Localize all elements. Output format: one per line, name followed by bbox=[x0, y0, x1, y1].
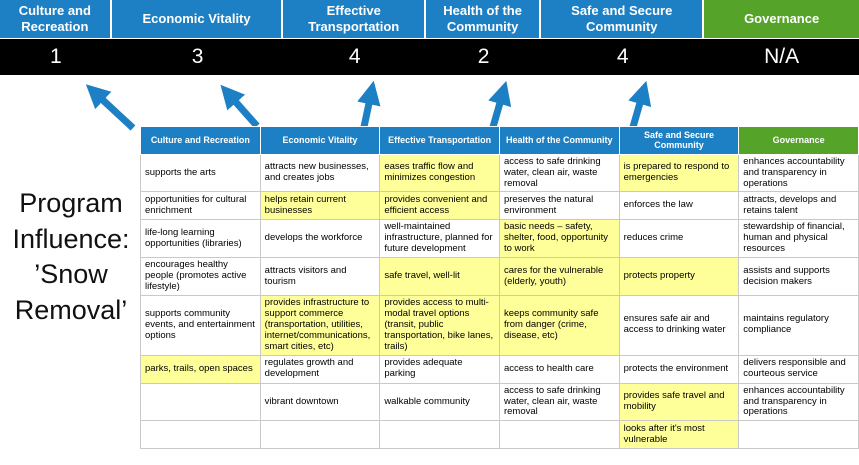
table-cell: encourages healthy people (promotes acti… bbox=[140, 257, 261, 296]
table-cell-highlighted: provides safe travel and mobility bbox=[618, 382, 740, 422]
table-row: parks, trails, open spaces regulates grow… bbox=[140, 354, 859, 384]
category-header-health-of-the-community: Health of the Community bbox=[426, 0, 542, 38]
table-cell bbox=[140, 420, 261, 450]
table-cell: enhances accountability and transparency… bbox=[738, 153, 859, 193]
table-cell: access to health care bbox=[498, 354, 620, 384]
table-cell: preserves the natural environment bbox=[498, 191, 620, 221]
table-cell-highlighted: protects property bbox=[618, 257, 740, 296]
table-cell: stewardship of financial, human and phys… bbox=[738, 219, 859, 259]
table-cell-highlighted: cares for the vulnerable (elderly, youth… bbox=[498, 257, 620, 296]
table-cell-highlighted: provides convenient and efficient access bbox=[379, 191, 500, 221]
table-cell: assists and supports decision makers bbox=[738, 257, 859, 296]
table-header-cell: Effective Transportation bbox=[379, 126, 500, 155]
arrow-safe-icon bbox=[628, 80, 652, 128]
table-row: life-long learning opportunities (librar… bbox=[140, 219, 859, 259]
table-cell-highlighted: keeps community safe from danger (crime,… bbox=[498, 294, 620, 356]
score-culture-and-recreation: 1 bbox=[49, 45, 62, 68]
table-header-row: Culture and Recreation Economic Vitality E… bbox=[140, 126, 859, 155]
category-header-safe-and-secure-community: Safe and Secure Community bbox=[541, 0, 705, 38]
table-cell: supports the arts bbox=[140, 153, 261, 193]
table-row: encourages healthy people (promotes acti… bbox=[140, 257, 859, 296]
table-body: supports the arts attracts new businesses… bbox=[140, 153, 859, 450]
table-cell-highlighted: eases traffic flow and minimizes congest… bbox=[379, 153, 500, 193]
table-cell: walkable community bbox=[379, 382, 500, 422]
table-cell-highlighted: parks, trails, open spaces bbox=[140, 354, 261, 384]
program-influence-label: Program Influence: ’Snow Removal’ bbox=[12, 188, 130, 325]
category-header-culture-and-recreation: Culture and Recreation bbox=[0, 0, 112, 38]
table-cell-highlighted: safe travel, well-lit bbox=[379, 257, 500, 296]
table-cell bbox=[259, 420, 381, 450]
table-cell: attracts, develops and retains talent bbox=[738, 191, 859, 221]
table-cell: provides adequate parking bbox=[379, 354, 500, 384]
table-cell-highlighted: looks after it's most vulnerable bbox=[618, 420, 740, 450]
table-cell: attracts new businesses, and creates job… bbox=[259, 153, 381, 193]
table-cell: access to safe drinking water, clean air… bbox=[498, 153, 620, 193]
table-cell: reduces crime bbox=[618, 219, 740, 259]
table-cell: vibrant downtown bbox=[259, 382, 381, 422]
table-cell: well-maintained infrastructure, planned … bbox=[379, 219, 500, 259]
table-header-cell: Health of the Community bbox=[498, 126, 620, 155]
table-cell-highlighted: provides infrastructure to support comme… bbox=[259, 294, 381, 356]
table-cell bbox=[498, 420, 620, 450]
table-row: supports the arts attracts new businesses… bbox=[140, 153, 859, 193]
table-cell bbox=[379, 420, 500, 450]
table-cell-highlighted: basic needs – safety, shelter, food, opp… bbox=[498, 219, 620, 259]
category-header-governance: Governance bbox=[704, 0, 859, 38]
table-cell: delivers responsible and courteous servi… bbox=[738, 354, 859, 384]
table-header-cell: Economic Vitality bbox=[259, 126, 381, 155]
table-row: looks after it's most vulnerable bbox=[140, 420, 859, 450]
table-row: opportunities for cultural enrichment hel… bbox=[140, 191, 859, 221]
table-row: vibrant downtown walkable community access… bbox=[140, 382, 859, 422]
table-cell: enhances accountability and transparency… bbox=[738, 382, 859, 422]
table-cell: develops the workforce bbox=[259, 219, 381, 259]
table-cell-highlighted: provides access to multi-modal travel op… bbox=[379, 294, 500, 356]
table-header-cell: Safe and Secure Community bbox=[618, 126, 740, 155]
arrow-transportation-icon bbox=[357, 80, 381, 128]
score-effective-transportation: 4 bbox=[348, 45, 361, 68]
table-cell: access to safe drinking water, clean air… bbox=[498, 382, 620, 422]
table-row: supports community events, and entertain… bbox=[140, 294, 859, 356]
arrow-culture-icon bbox=[85, 84, 136, 131]
table-cell-highlighted: is prepared to respond to emergencies bbox=[618, 153, 740, 193]
score-governance: N/A bbox=[764, 45, 800, 68]
table-cell: supports community events, and entertain… bbox=[140, 294, 261, 356]
score-economic-vitality: 3 bbox=[191, 45, 204, 68]
score-health-of-the-community: 2 bbox=[477, 45, 490, 68]
table-cell bbox=[738, 420, 859, 450]
table-cell: opportunities for cultural enrichment bbox=[140, 191, 261, 221]
table-cell: attracts visitors and tourism bbox=[259, 257, 381, 296]
arrows-layer bbox=[85, 80, 652, 131]
table-header-cell: Culture and Recreation bbox=[140, 126, 261, 155]
category-bar: Culture and Recreation Economic Vitality… bbox=[0, 0, 859, 38]
table-cell: regulates growth and development bbox=[259, 354, 381, 384]
influence-table: Culture and Recreation Economic Vitality E… bbox=[140, 126, 859, 450]
table-cell: enforces the law bbox=[618, 191, 740, 221]
table-cell: protects the environment bbox=[618, 354, 740, 384]
arrow-economic-icon bbox=[220, 84, 260, 129]
table-header-cell: Governance bbox=[738, 126, 859, 155]
score-safe-and-secure-community: 4 bbox=[616, 45, 629, 68]
table-cell: life-long learning opportunities (librar… bbox=[140, 219, 261, 259]
table-cell bbox=[140, 382, 261, 422]
table-cell-highlighted: helps retain current businesses bbox=[259, 191, 381, 221]
category-header-economic-vitality: Economic Vitality bbox=[111, 0, 284, 38]
arrow-health-icon bbox=[488, 80, 512, 128]
category-header-effective-transportation: Effective Transportation bbox=[283, 0, 427, 38]
table-cell: maintains regulatory compliance bbox=[738, 294, 859, 356]
score-bar: 1 3 4 2 4 N/A bbox=[0, 39, 859, 75]
table-cell: ensures safe air and access to drinking … bbox=[618, 294, 740, 356]
